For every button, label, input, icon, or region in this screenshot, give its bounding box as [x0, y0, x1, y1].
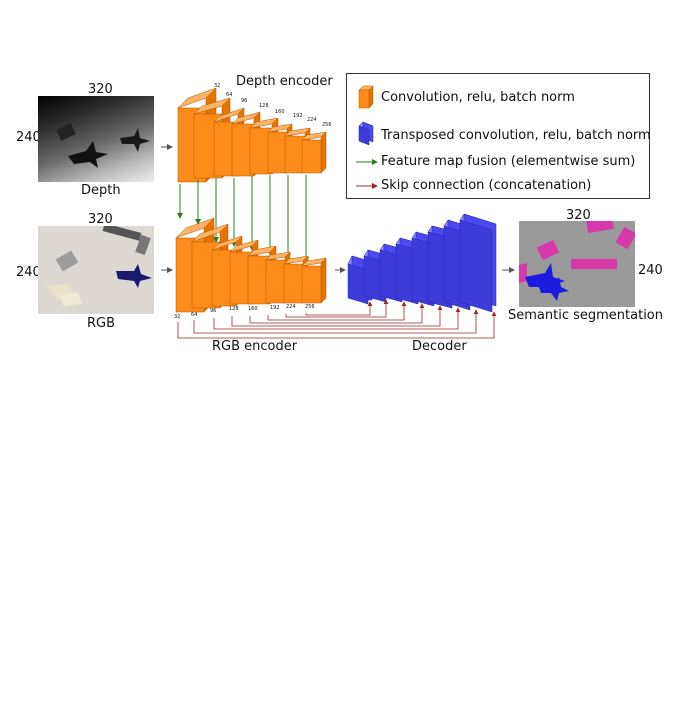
skip-legend-label: Skip connection (concatenation): [381, 178, 592, 193]
depth-channel-label: 256: [322, 122, 332, 128]
tconv-legend-label: Transposed convolution, relu, batch norm: [381, 128, 651, 143]
segmentation-shapes: [519, 221, 635, 301]
skip-connection: [305, 301, 373, 316]
depth-block: [301, 131, 327, 174]
depth-image: [38, 96, 154, 182]
depth-channel-label: 32: [214, 83, 221, 89]
fusion-legend-icon: [356, 159, 378, 165]
rgb-channel-label: 128: [229, 306, 239, 312]
rgb-height-label: 240: [16, 265, 41, 280]
depth-width-label: 320: [88, 82, 113, 97]
rgb-scene-shapes: [46, 226, 152, 306]
fusion-arrows: [177, 175, 309, 263]
skip-connection: [231, 305, 443, 327]
skip-connection: [267, 301, 407, 321]
tconv-legend-icon: [358, 121, 374, 146]
decoder-title: Decoder: [412, 339, 467, 354]
depth-channel-label: 192: [293, 113, 303, 119]
decoder-block: [459, 213, 497, 313]
skip-connection: [249, 303, 425, 324]
depth-label: Depth: [81, 183, 121, 198]
depth-height-label: 240: [16, 130, 41, 145]
skip-connection: [285, 299, 389, 318]
skip-connection: [213, 307, 461, 330]
depth-encoder: [177, 87, 327, 183]
rgb-channel-label: 160: [248, 306, 258, 312]
conv-legend-label: Convolution, relu, batch norm: [381, 90, 575, 105]
rgb-label: RGB: [87, 316, 116, 331]
rgb-image: [38, 226, 154, 314]
skip-connection: [177, 311, 497, 339]
depth-channel-label: 224: [307, 117, 317, 123]
skip-legend-icon: [356, 183, 378, 189]
rgb-channel-label: 96: [210, 308, 217, 314]
segmentation-image: [519, 221, 635, 307]
conv-legend-icon: [358, 85, 374, 109]
depth-channel-label: 64: [226, 92, 233, 98]
rgb-channel-label: 64: [191, 312, 198, 318]
skip-connections: [177, 299, 497, 339]
rgb-block: [301, 257, 327, 304]
rgb-channel-label: 192: [270, 305, 280, 311]
rgb-channel-label: 32: [174, 314, 181, 320]
rgb-encoder-title: RGB encoder: [212, 339, 298, 354]
rgb-channel-label: 256: [305, 304, 315, 310]
depth-scene-shapes: [56, 123, 150, 168]
output-label: Semantic segmentation: [508, 308, 663, 323]
decoder: [347, 213, 497, 313]
skip-connection: [193, 309, 479, 334]
rgb-encoder: [175, 217, 327, 313]
output-height-label: 240: [638, 263, 663, 278]
depth-channel-label: 96: [241, 98, 248, 104]
output-width-label: 320: [566, 208, 591, 223]
fusion-legend-label: Feature map fusion (elementwise sum): [381, 154, 636, 169]
rgb-width-label: 320: [88, 212, 113, 227]
depth-channel-label: 160: [275, 109, 285, 115]
depth-encoder-title: Depth encoder: [236, 74, 333, 89]
rgb-channel-label: 224: [286, 304, 296, 310]
legend: Convolution, relu, batch norm Transposed…: [346, 73, 651, 199]
depth-channel-label: 128: [259, 103, 269, 109]
